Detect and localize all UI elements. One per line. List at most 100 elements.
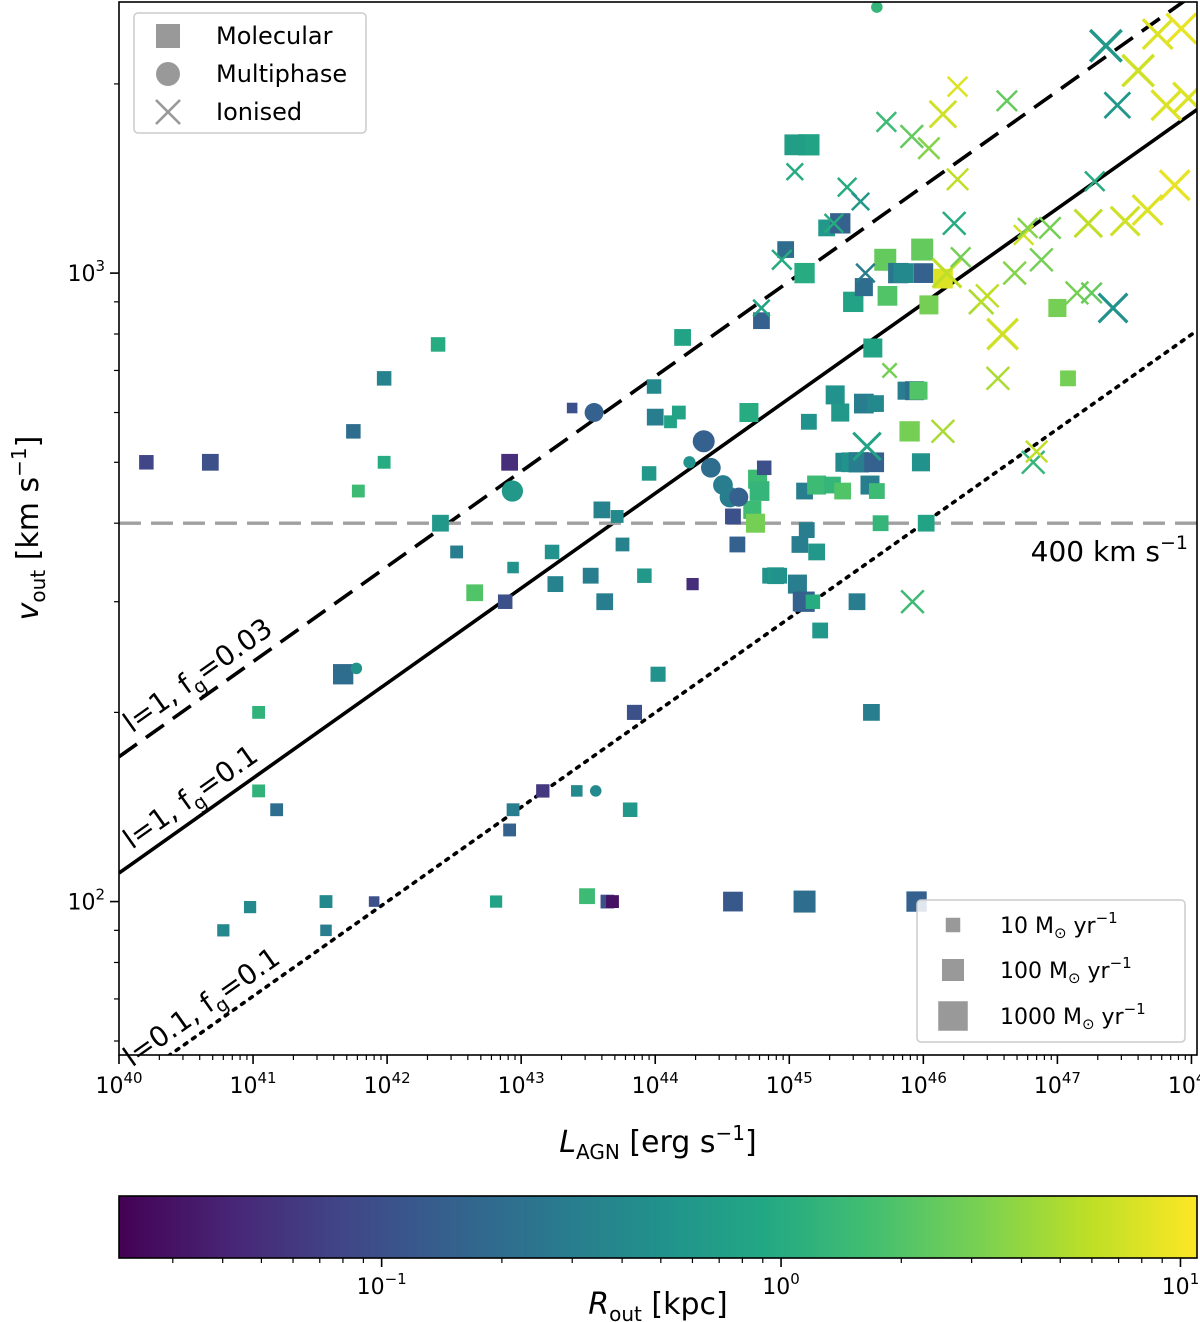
y-axis-title-main: v [11,601,46,620]
molecular-point [830,213,851,234]
molecular-point [596,593,614,611]
molecular-point [536,784,550,798]
molecular-point [863,338,883,358]
molecular-point [798,522,815,539]
marker-legend-frame [133,12,367,134]
molecular-point [739,403,759,423]
molecular-point [432,514,449,532]
y-axis-title-rest: [km s [11,477,46,570]
molecular-point [877,285,898,306]
molecular-point [848,452,869,473]
plot-border [118,1,1198,1056]
x-axis: 1040 1041 1042 1043 1044 1045 1046 1047 1048 [95,1055,1200,1099]
x-tick-label: 1043 [498,1069,545,1099]
molecular-point [346,424,361,439]
ionised-point [1029,247,1054,272]
molecular-point [899,421,920,442]
molecular-point [805,594,821,609]
colorbar-title-main: R [588,1287,609,1322]
molecular-point [377,455,391,469]
x-tick-label: 1040 [95,1069,142,1099]
molecular-point [610,510,624,523]
y-axis-title-sup: −1 [7,447,31,476]
molecular-point [777,241,795,258]
molecular-point [332,664,354,685]
molecular-point [376,371,392,386]
molecular-point [911,453,931,472]
ionised-point [1025,440,1049,464]
colorbar-tick-label: 100 [762,1270,800,1300]
x-axis-title-rest: [erg s [620,1125,716,1160]
molecular-point [544,544,560,560]
multiphase-point [350,662,363,675]
y-axis-title-sub: out [26,570,50,603]
plot-area: l=1, fg=0.03l=1, fg=0.1l=0.1, fg=0.1400 … [117,1,1198,1073]
size-legend: 10 M⊙ yr−1 100 M⊙ yr−1 1000 M⊙ yr−1 [916,899,1186,1043]
size-legend-frame [916,899,1186,1043]
ionised-point [1131,194,1164,227]
line-label-3: 400 km s−1 [1031,532,1188,568]
molecular-point [793,890,816,913]
molecular-point [749,481,770,501]
ionised-point [1080,281,1103,304]
legend-circle-icon [156,62,180,86]
ionised-point [875,111,898,133]
molecular-point [466,584,484,602]
molecular-point [507,561,519,574]
ionised-point [1172,81,1197,115]
y-axis-title-end: ] [11,436,46,448]
molecular-point [506,803,520,817]
colorbar: 10−1 100 101 Rout [kpc] [118,1195,1200,1322]
ionised-point [1103,91,1132,120]
molecular-point [723,891,743,912]
x-tick-label: 1045 [766,1069,813,1099]
ionised-point [1012,224,1035,246]
molecular-point [646,408,664,426]
molecular-point [831,403,850,422]
multiphase-point [871,2,883,13]
y-axis: 102 103 [67,83,119,1042]
molecular-point [848,593,866,611]
x-tick-label: 1041 [230,1069,277,1099]
size-legend-label: 100 M⊙ yr−1 [1000,954,1132,987]
size-legend-label: 1000 M⊙ yr−1 [1000,1000,1146,1033]
svg-text:vout [km s−1]: vout [km s−1] [7,436,50,621]
molecular-point [320,924,332,937]
legend-label: Multiphase [216,60,347,88]
molecular-point [843,291,864,313]
molecular-point [913,263,934,283]
multiphase-point [502,481,522,501]
y-tick-label: 103 [67,257,105,287]
molecular-point [571,785,583,797]
molecular-point [252,784,266,798]
ionised-point [881,362,898,379]
colorbar-title-sub: out [609,1302,642,1322]
molecular-point [794,262,815,284]
multiphase-point [584,403,604,423]
ionised-point [1109,205,1141,237]
ionised-point [942,211,967,236]
molecular-point [753,312,770,330]
molecular-point [911,238,934,261]
molecular-point [351,484,365,498]
molecular-point [626,704,643,720]
multiphase-point [683,456,696,469]
legend-label: Ionised [216,98,302,126]
size-legend-square-icon [938,1001,968,1031]
x-tick-label: 1048 [1168,1069,1200,1099]
molecular-point [1048,298,1067,318]
colorbar-tick-label: 101 [1162,1270,1200,1300]
molecular-point [867,395,884,412]
ionised-point [930,419,956,444]
molecular-point [450,545,464,559]
molecular-point [919,295,939,315]
ionised-point [855,262,876,284]
molecular-point [217,924,230,937]
molecular-point [582,567,599,584]
reference-line-dashed-0 [119,2,1187,759]
molecular-point [615,537,630,552]
x-axis-title-end: ] [745,1125,757,1160]
molecular-point [489,895,503,908]
ionised-point [1158,169,1191,202]
ionised-point [1038,216,1062,240]
